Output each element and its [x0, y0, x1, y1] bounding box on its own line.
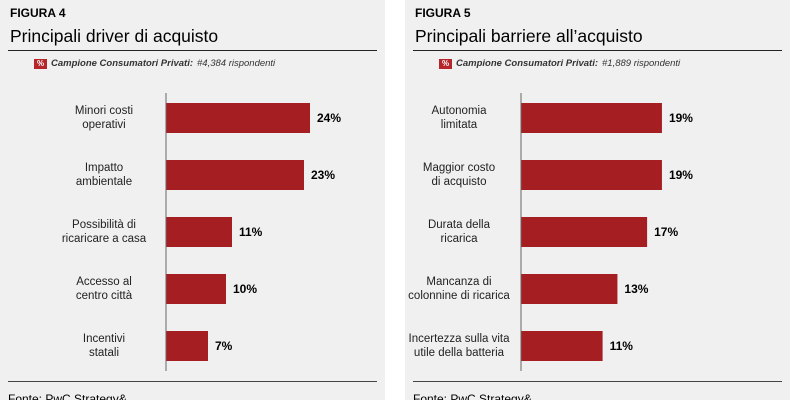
bar — [521, 160, 662, 190]
sample-info: % Campione Consumatori Privati: #4,384 r… — [34, 58, 275, 69]
figure-4-panel: FIGURA 4 Principali driver di acquisto %… — [0, 0, 385, 400]
category-label: Incentivi statali — [83, 333, 125, 359]
sample-info: % Campione Consumatori Privati: #1,889 r… — [439, 58, 680, 69]
chart-title: Principali driver di acquisto — [10, 26, 219, 46]
category-label-line: Autonomia — [432, 105, 488, 117]
category-label: Maggior costo di acquisto — [423, 162, 495, 188]
bar — [166, 331, 208, 361]
bar — [166, 160, 304, 190]
category-label-line: utile della batteria — [414, 347, 505, 359]
category-label-line: limitata — [441, 119, 478, 131]
category-label-line: Durata della — [428, 219, 491, 231]
bar-value-label: 10% — [233, 282, 257, 296]
category-label-line: colonnine di ricarica — [408, 290, 510, 302]
bar — [521, 217, 648, 247]
figure-label: FIGURA 4 — [10, 6, 66, 20]
bar — [521, 103, 662, 133]
category-label-line: Incertezza sulla vita — [409, 333, 511, 345]
category-label-line: Impatto — [85, 162, 123, 174]
source-note: Fonte: PwC Strategy& — [8, 392, 127, 400]
figure-5-panel: FIGURA 5 Principali barriere all’acquist… — [405, 0, 790, 400]
bar — [166, 217, 232, 247]
bar-value-label: 23% — [311, 168, 335, 182]
bar — [166, 274, 226, 304]
bar-value-label: 17% — [654, 225, 678, 239]
bar-value-label: 19% — [669, 111, 693, 125]
bar — [166, 103, 310, 133]
source-divider — [8, 381, 377, 382]
sample-label: Campione Consumatori Privati: — [456, 58, 598, 69]
category-label: Durata della ricarica — [428, 219, 491, 245]
bar-chart-barriers: 19% Autonomia limitata 19% Maggior costo di a… — [408, 93, 693, 371]
bar-value-label: 24% — [317, 111, 341, 125]
category-label-line: di acquisto — [432, 176, 487, 188]
title-divider — [8, 50, 377, 51]
category-label-line: ricaricare a casa — [62, 233, 147, 245]
category-label: Incertezza sulla vita utile della batteri… — [409, 333, 511, 359]
category-label: Minori costi operativi — [75, 105, 133, 131]
category-label: Autonomia limitata — [432, 105, 488, 131]
category-label-line: Incentivi — [83, 333, 125, 345]
category-label: Accesso al centro città — [76, 276, 133, 302]
bar — [521, 331, 603, 361]
category-label-line: ambientale — [76, 176, 132, 188]
category-label-line: operativi — [82, 119, 125, 131]
title-divider — [413, 50, 782, 51]
category-label-line: Mancanza di — [426, 276, 491, 288]
category-label-line: centro città — [76, 290, 133, 302]
category-label-line: Maggior costo — [423, 162, 495, 174]
bar-value-label: 11% — [610, 339, 634, 353]
category-label-line: ricarica — [440, 233, 478, 245]
category-label-line: Minori costi — [75, 105, 133, 117]
category-label: Possibilità di ricaricare a casa — [62, 219, 147, 245]
source-note: Fonte: PwC Strategy& — [413, 392, 532, 400]
percent-badge: % — [34, 58, 47, 69]
sample-count: #4,384 rispondenti — [197, 58, 276, 69]
bar-value-label: 11% — [239, 225, 263, 239]
sample-count: #1,889 rispondenti — [602, 58, 681, 69]
sample-label: Campione Consumatori Privati: — [51, 58, 193, 69]
category-label-line: statali — [89, 347, 119, 359]
source-divider — [413, 381, 782, 382]
figure-label: FIGURA 5 — [415, 6, 471, 20]
bar-chart-drivers: 24% Minori costi operativi 23% Impatto ambien… — [62, 93, 341, 371]
chart-title: Principali barriere all’acquisto — [415, 26, 643, 46]
bar-value-label: 19% — [669, 168, 693, 182]
bar-value-label: 13% — [624, 282, 648, 296]
percent-badge: % — [439, 58, 452, 69]
category-label: Impatto ambientale — [76, 162, 132, 188]
category-label: Mancanza di colonnine di ricarica — [408, 276, 510, 302]
bar-value-label: 7% — [215, 339, 233, 353]
category-label-line: Accesso al — [76, 276, 132, 288]
bar — [521, 274, 618, 304]
category-label-line: Possibilità di — [72, 219, 136, 231]
